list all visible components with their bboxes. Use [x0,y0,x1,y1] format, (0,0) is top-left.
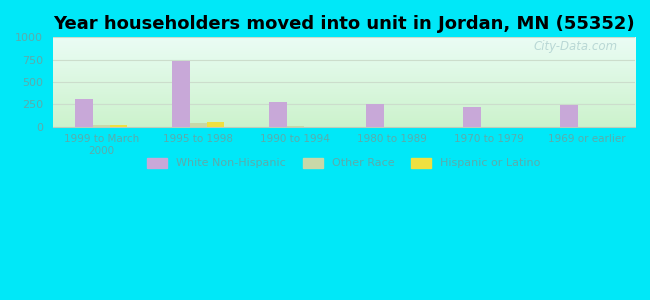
Bar [172,61,190,127]
Bar [366,104,384,127]
Bar [560,105,578,127]
Text: City-Data.com: City-Data.com [534,40,618,53]
Legend: White Non-Hispanic, Other Race, Hispanic or Latino: White Non-Hispanic, Other Race, Hispanic… [143,153,545,173]
Title: Year householders moved into unit in Jordan, MN (55352): Year householders moved into unit in Jor… [53,15,634,33]
Bar [75,99,92,127]
Bar [207,122,224,127]
Bar [287,126,304,127]
Bar [110,125,127,127]
Bar [190,123,207,127]
Bar [269,102,287,127]
Bar [463,107,481,127]
Bar [92,125,110,127]
